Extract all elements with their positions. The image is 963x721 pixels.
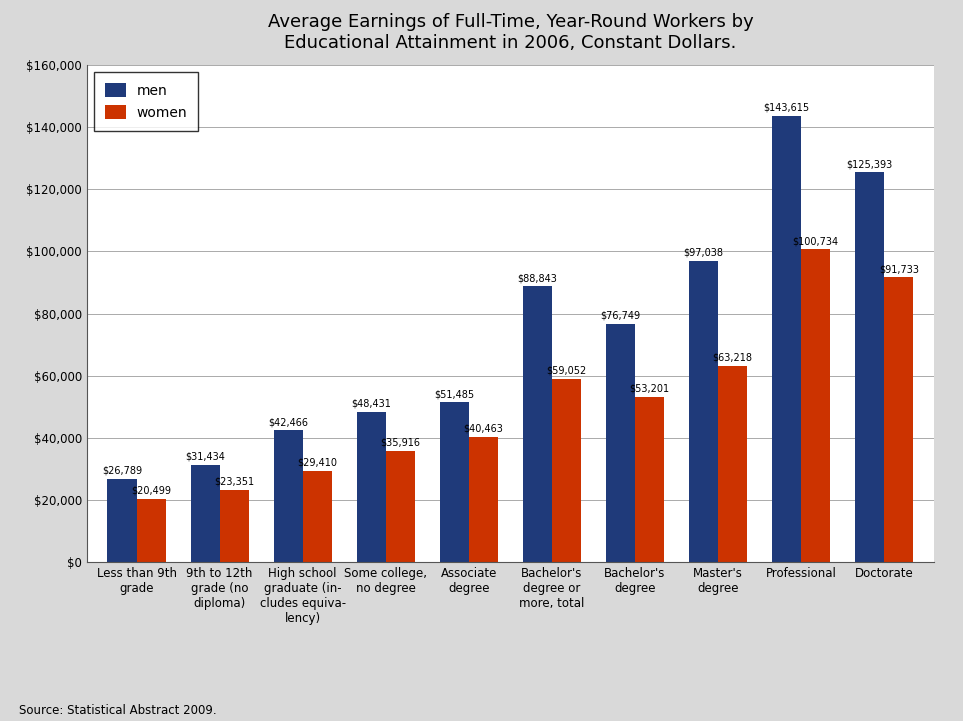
Text: $29,410: $29,410 (298, 458, 337, 468)
Title: Average Earnings of Full-Time, Year-Round Workers by
Educational Attainment in 2: Average Earnings of Full-Time, Year-Roun… (268, 14, 753, 52)
Text: $51,485: $51,485 (434, 389, 475, 399)
Text: $42,466: $42,466 (268, 417, 308, 428)
Text: $23,351: $23,351 (214, 477, 254, 487)
Bar (718, 366, 747, 562)
Text: $63,218: $63,218 (713, 353, 753, 363)
Bar (386, 451, 415, 562)
Text: $53,201: $53,201 (630, 384, 669, 394)
Text: $143,615: $143,615 (764, 102, 810, 112)
Bar (884, 277, 913, 562)
Text: $59,052: $59,052 (546, 366, 586, 376)
Bar (220, 490, 248, 562)
Bar (772, 116, 801, 562)
Bar (689, 261, 718, 562)
Bar (801, 249, 830, 562)
Text: $31,434: $31,434 (185, 451, 225, 461)
Text: $100,734: $100,734 (793, 236, 839, 246)
Text: $26,789: $26,789 (102, 466, 143, 476)
Text: $40,463: $40,463 (463, 423, 504, 433)
Text: $91,733: $91,733 (879, 264, 919, 274)
Text: $35,916: $35,916 (380, 438, 420, 448)
Bar (606, 324, 635, 562)
Text: $76,749: $76,749 (600, 311, 640, 321)
Bar (302, 471, 332, 562)
Bar (635, 397, 664, 562)
Text: $88,843: $88,843 (517, 273, 558, 283)
Legend: men, women: men, women (93, 72, 198, 131)
Bar (552, 379, 581, 562)
Bar (440, 402, 469, 562)
Text: $48,431: $48,431 (351, 399, 391, 409)
Text: Source: Statistical Abstract 2009.: Source: Statistical Abstract 2009. (19, 704, 217, 717)
Bar (469, 437, 498, 562)
Text: $97,038: $97,038 (684, 247, 723, 257)
Bar (137, 499, 166, 562)
Text: $125,393: $125,393 (846, 159, 893, 169)
Bar (108, 479, 137, 562)
Bar (191, 464, 220, 562)
Bar (273, 430, 302, 562)
Bar (855, 172, 884, 562)
Bar (356, 412, 386, 562)
Bar (523, 286, 552, 562)
Text: $20,499: $20,499 (131, 485, 171, 495)
